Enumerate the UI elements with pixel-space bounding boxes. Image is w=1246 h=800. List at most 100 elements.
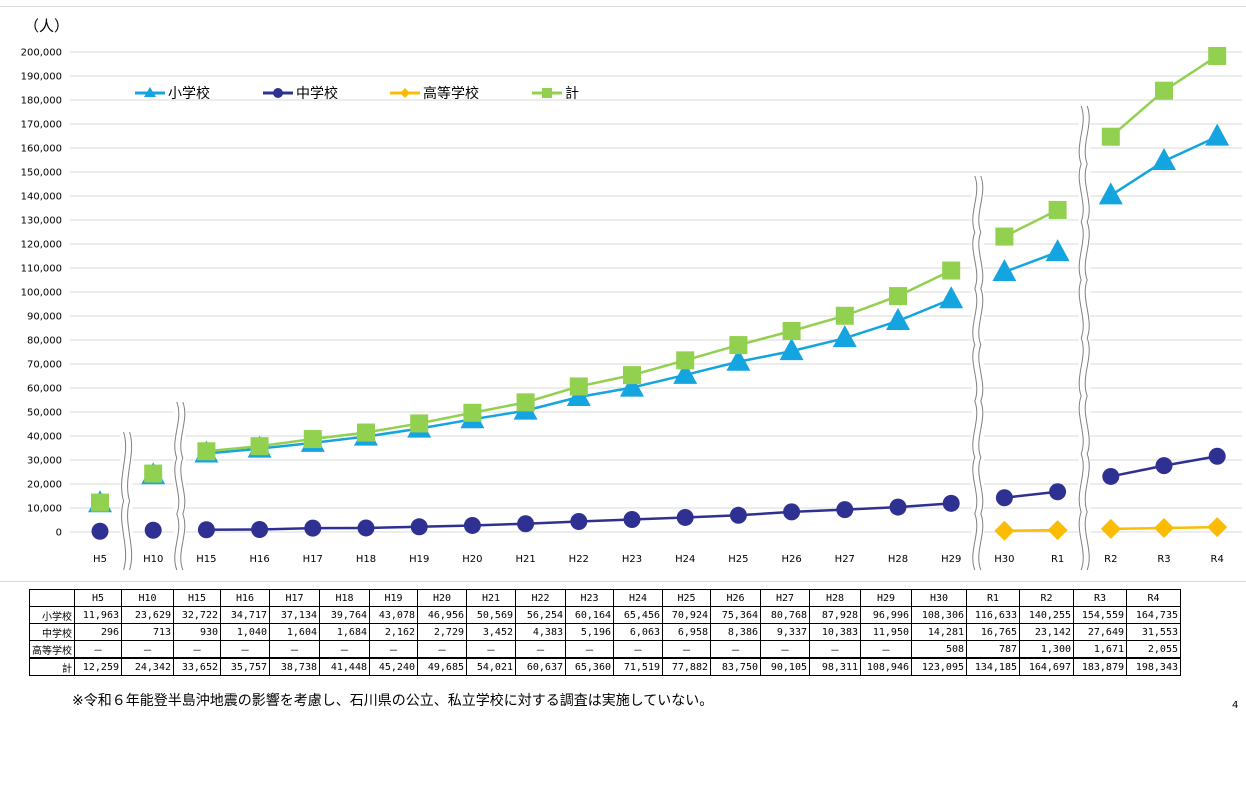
table-cell: 11,950	[860, 623, 912, 641]
x-tick-label: H16	[249, 554, 269, 565]
gridlines	[70, 51, 1242, 533]
table-header-cell: H25	[662, 589, 711, 607]
table-cell: 43,078	[369, 606, 418, 624]
table-cell: 1,040	[220, 623, 270, 641]
table-row: 中学校 296 713 930 1,040 1,604 1,684 2,162 2,729 3,4…	[29, 623, 1181, 641]
table-header-cell: H5	[74, 589, 122, 607]
legend-marker	[400, 88, 410, 98]
table-cell: 508	[911, 640, 967, 659]
table-cell: 60,164	[565, 606, 614, 624]
table-cell: －	[121, 640, 174, 659]
table-cell: 4,383	[515, 623, 566, 641]
table-cell: －	[417, 640, 467, 659]
x-tick-label: H27	[835, 554, 855, 565]
data-point-circle	[1049, 483, 1067, 501]
data-point-diamond	[1154, 517, 1174, 538]
y-tick-label: 80,000	[27, 336, 62, 347]
table-header-row: H5 H10 H15 H16 H17 H18 H19 H20 H21 H22 H23 H24 H25 H2…	[29, 589, 1181, 607]
x-tick-label: H18	[356, 554, 376, 565]
x-tick-label: R2	[1104, 554, 1117, 565]
y-tick-label: 110,000	[21, 264, 62, 275]
table-header-cell: R4	[1126, 589, 1181, 607]
table-cell: 6,958	[662, 623, 711, 641]
table-row-label: 高等学校	[29, 640, 75, 659]
table-cell: 2,055	[1126, 640, 1181, 659]
table-cell: 80,768	[760, 606, 810, 624]
x-tick-label: H5	[93, 554, 107, 565]
top-divider	[0, 6, 1246, 7]
table-header-cell: H18	[319, 589, 370, 607]
x-tick-label: H23	[622, 554, 642, 565]
x-tick-label: H21	[515, 554, 535, 565]
data-point-circle	[836, 501, 854, 519]
table-row: 計 12,259 24,342 33,652 35,757 38,738 41,448 45,…	[29, 657, 1181, 676]
data-point-square	[942, 261, 961, 280]
table-row-label: 中学校	[29, 623, 75, 641]
x-tick-label: H28	[888, 554, 908, 565]
table-cell: 32,722	[173, 606, 221, 624]
table-cell: 8,386	[710, 623, 761, 641]
table-cell: －	[860, 640, 912, 659]
y-tick-label: 60,000	[27, 384, 62, 395]
data-point-square	[1048, 200, 1067, 219]
data-point-square	[410, 414, 429, 433]
table-cell: －	[565, 640, 614, 659]
axis-break-mark	[173, 401, 186, 571]
data-point-circle	[251, 521, 269, 539]
table-header-cell: R3	[1073, 589, 1127, 607]
legend-label: 中学校	[296, 85, 338, 102]
data-point-circle	[942, 494, 960, 512]
y-tick-label: 140,000	[21, 192, 62, 203]
data-point-triangle	[1098, 182, 1123, 205]
table-cell: 134,185	[966, 657, 1020, 676]
table-row-label: 計	[29, 657, 75, 676]
table-cell: 183,879	[1073, 657, 1127, 676]
table-cell: －	[369, 640, 418, 659]
data-point-square	[623, 366, 641, 385]
data-point-circle	[1102, 467, 1120, 485]
table-cell: 45,240	[369, 657, 418, 676]
table-cell: 31,553	[1126, 623, 1181, 641]
data-point-triangle	[726, 348, 751, 371]
axis-breaks	[120, 105, 1091, 571]
data-point-circle	[410, 518, 428, 536]
x-tick-label: R4	[1211, 554, 1224, 565]
table-cell: 116,633	[966, 606, 1020, 624]
data-point-circle	[995, 489, 1013, 507]
axis-break-mark	[971, 175, 984, 571]
table-cell: 54,021	[466, 657, 516, 676]
table-header-cell: H28	[809, 589, 861, 607]
data-point-square	[463, 403, 482, 422]
data-point-triangle	[779, 338, 804, 361]
data-point-diamond	[994, 520, 1015, 541]
table-cell: 60,637	[515, 657, 566, 676]
y-tick-label: 70,000	[27, 360, 62, 371]
table-cell: 164,697	[1019, 657, 1074, 676]
legend-label: 高等学校	[423, 85, 479, 102]
table-cell: 49,685	[417, 657, 467, 676]
table-cell: 39,764	[319, 606, 370, 624]
table-cell: －	[710, 640, 761, 659]
table-cell: 11,963	[74, 606, 122, 624]
table-header-cell: R1	[966, 589, 1020, 607]
table-cell: 41,448	[319, 657, 370, 676]
data-point-circle	[1155, 457, 1173, 475]
y-tick-label: 0	[56, 528, 62, 539]
table-header-cell: H19	[369, 589, 418, 607]
table-cell: 77,882	[662, 657, 711, 676]
table-header-cell: H24	[613, 589, 663, 607]
x-tick-label: H17	[303, 554, 323, 565]
table-cell: 2,162	[369, 623, 418, 641]
table-cell: －	[613, 640, 663, 659]
table-cell: 6,063	[613, 623, 663, 641]
table-cell: 123,095	[911, 657, 967, 676]
table-cell: 27,649	[1073, 623, 1127, 641]
x-tick-label: H30	[994, 554, 1014, 565]
table-header-cell: H21	[466, 589, 516, 607]
data-point-circle	[144, 521, 162, 539]
legend-item: 中学校	[263, 85, 338, 102]
table-cell: 23,629	[121, 606, 174, 624]
table-cell: 5,196	[565, 623, 614, 641]
table-header-cell: H20	[417, 589, 467, 607]
data-point-circle	[357, 519, 375, 537]
